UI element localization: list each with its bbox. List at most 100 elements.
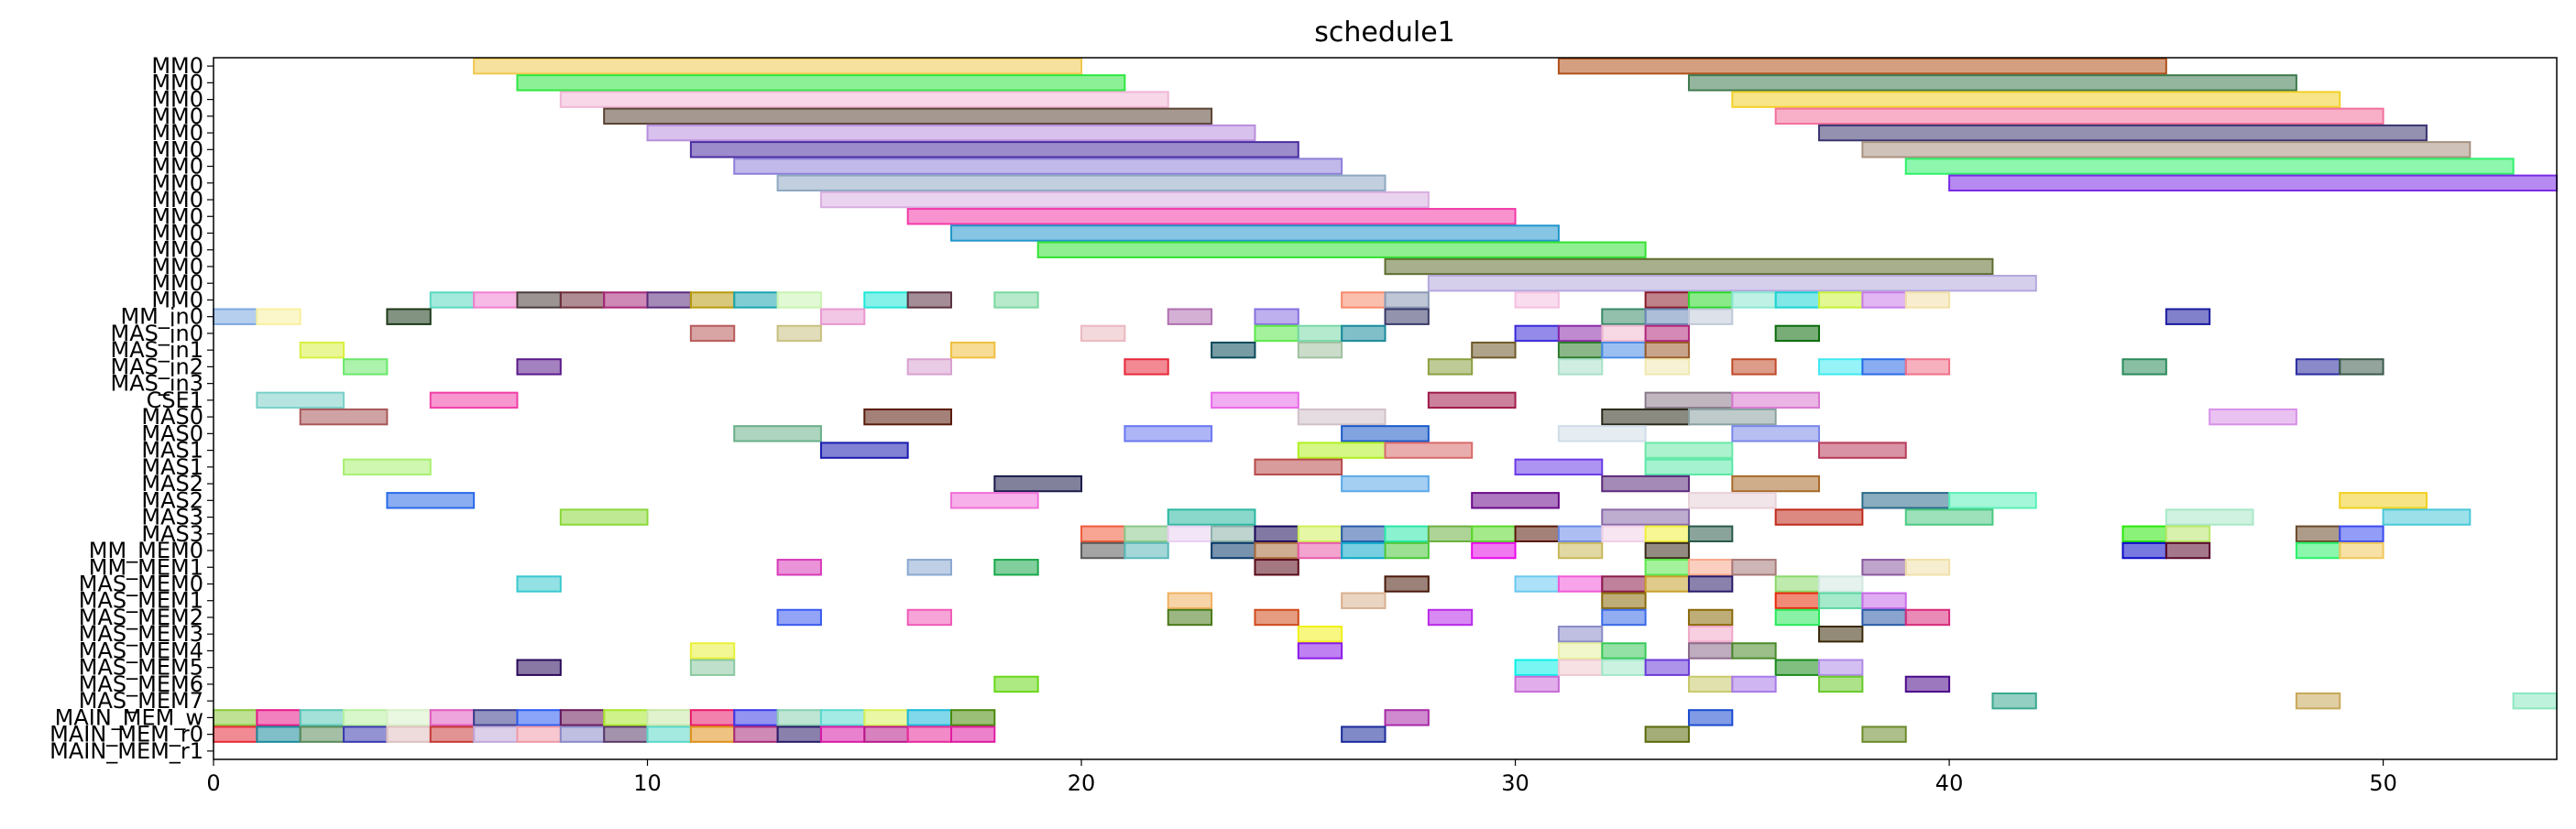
task-bar (1427, 391, 1517, 409)
y-tick-label: MM0 (151, 270, 203, 296)
task-bar (993, 474, 1083, 493)
task-bar (1514, 458, 1604, 476)
task-bar (2295, 541, 2341, 560)
y-tick-label: MAS_in0 (110, 321, 203, 346)
task-bar (1601, 308, 1647, 325)
task-bar (1731, 391, 1821, 409)
task-bar (256, 725, 301, 743)
task-bar (1341, 725, 1387, 743)
task-bar (906, 208, 1517, 225)
task-bar (1254, 608, 1299, 627)
task-bar (949, 224, 1560, 242)
y-tick-label: MM0 (151, 187, 203, 213)
task-bar (1557, 341, 1604, 359)
task-bar (1818, 659, 1864, 676)
task-bar (1731, 425, 1821, 442)
task-bar (516, 74, 1126, 92)
task-bar (2339, 358, 2384, 376)
task-bar (1731, 91, 2341, 108)
task-bar (1644, 442, 1734, 459)
x-tick-label: 10 (633, 770, 662, 796)
task-bar (819, 308, 866, 325)
task-bar (1384, 442, 1474, 459)
task-bar (1904, 508, 1994, 526)
task-bar (343, 358, 389, 376)
task-bar (1080, 525, 1126, 542)
task-bar (819, 191, 1430, 209)
task-bar (689, 725, 736, 743)
task-bar (516, 709, 562, 726)
task-bar (1644, 525, 1690, 542)
task-bar (1948, 174, 2558, 191)
task-bar (776, 725, 822, 743)
task-bar (1731, 291, 1777, 309)
task-bar (1731, 559, 1777, 576)
x-tick-label: 0 (206, 770, 220, 796)
task-bar (1427, 525, 1474, 542)
task-bar (689, 141, 1299, 158)
task-bar (776, 291, 822, 309)
task-bar (1644, 458, 1734, 476)
task-bar (473, 725, 519, 743)
task-bar (2295, 525, 2341, 542)
task-bar (906, 709, 952, 726)
task-bar (1904, 158, 2515, 175)
y-tick-label: MM0 (151, 287, 203, 312)
y-tick-label: MAS3 (141, 505, 203, 530)
task-bar (733, 158, 1343, 175)
task-bar (993, 559, 1039, 576)
task-bar (1774, 107, 2384, 125)
task-bar (1254, 541, 1299, 560)
task-bar (343, 709, 389, 726)
task-bar (559, 91, 1169, 108)
task-bar (1297, 541, 1343, 560)
task-bar (646, 725, 692, 743)
task-bar (429, 391, 519, 409)
task-bar (213, 709, 258, 726)
y-tick-label: MM_in0 (120, 304, 203, 330)
task-bar (1818, 592, 1864, 609)
task-bar (2295, 692, 2341, 710)
task-bar (386, 725, 432, 743)
task-bar (1211, 525, 1256, 542)
task-bar (1861, 559, 1907, 576)
task-bar (2512, 692, 2559, 710)
task-bar (1167, 308, 1213, 325)
y-tick-label: MAS1 (141, 454, 203, 480)
task-bar (1427, 275, 2037, 292)
x-tick-label: 20 (1068, 770, 1096, 796)
y-tick-label: MAS_MEM6 (79, 671, 203, 697)
task-bar (1904, 608, 1951, 627)
task-bar (2121, 358, 2167, 376)
task-bar (1687, 709, 1734, 726)
task-bar (906, 358, 952, 376)
task-bar (906, 291, 952, 309)
task-bar (1861, 725, 1907, 743)
y-tick-label: MAS_in1 (110, 337, 203, 363)
y-tick-label: MAS_MEM4 (79, 638, 203, 663)
y-tick-label: MM0 (151, 70, 203, 95)
task-bar (993, 291, 1039, 309)
task-bar (689, 324, 736, 343)
task-bar (1341, 425, 1430, 442)
task-bar (1124, 425, 1213, 442)
task-bar (1861, 358, 1907, 376)
task-bar (1687, 525, 1734, 542)
task-bar (1254, 559, 1299, 576)
task-bar (1601, 575, 1647, 593)
task-bar (213, 725, 258, 743)
task-bar (906, 608, 952, 627)
task-bar (949, 725, 996, 743)
task-bar (1384, 525, 1430, 542)
task-bar (1471, 541, 1517, 560)
task-bar (559, 291, 606, 309)
task-bar (516, 659, 562, 676)
task-bar (1687, 291, 1734, 309)
y-axis-ticks: MM0MM0MM0MM0MM0MM0MM0MM0MM0MM0MM0MM0MM0M… (49, 53, 214, 764)
task-bar (1297, 642, 1343, 660)
task-bar (2382, 508, 2472, 526)
task-bar (1384, 257, 1994, 276)
task-bar (213, 308, 258, 325)
task-bar (1904, 358, 1951, 376)
y-tick-label: MM0 (151, 120, 203, 146)
